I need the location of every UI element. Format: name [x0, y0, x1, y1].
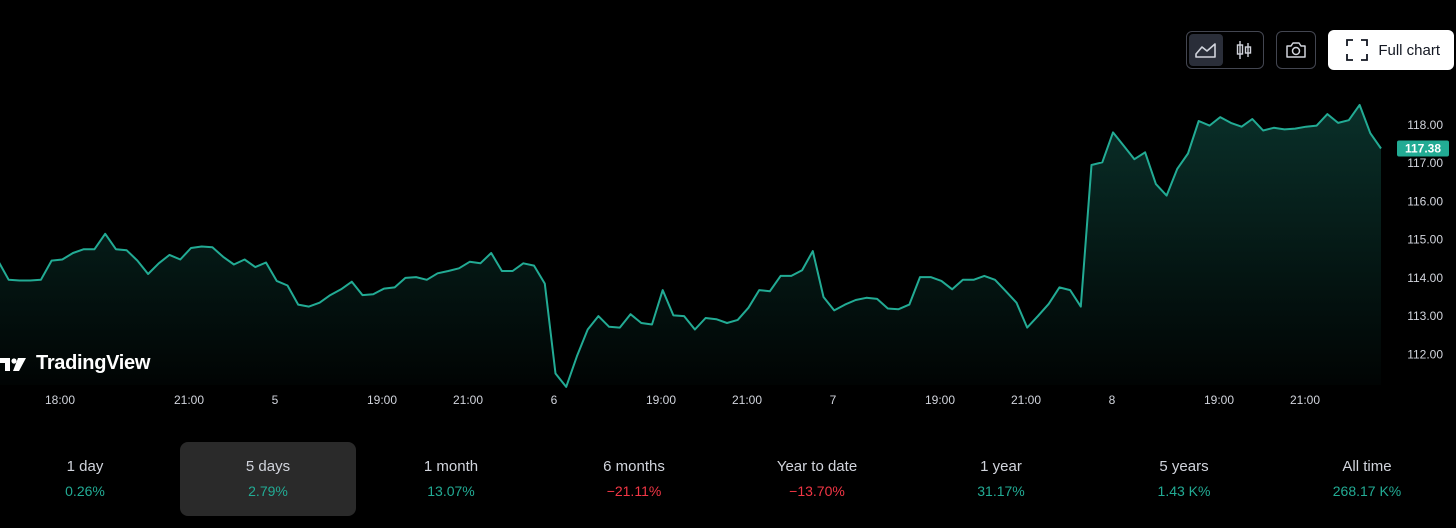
x-tick-label: 21:00: [174, 393, 204, 407]
x-tick-label: 6: [551, 393, 558, 407]
period-change-value: 0.26%: [65, 483, 105, 499]
tradingview-logo-icon: [0, 357, 26, 371]
period-tab[interactable]: 1 day 0.26%: [0, 442, 173, 516]
x-tick-label: 19:00: [1204, 393, 1234, 407]
x-tick-label: 21:00: [1011, 393, 1041, 407]
chart-toolbar: Full chart: [1186, 30, 1454, 70]
period-change-value: −21.11%: [606, 483, 662, 499]
x-tick-label: 19:00: [646, 393, 676, 407]
period-change-value: 268.17 K%: [1332, 483, 1402, 499]
snapshot-button[interactable]: [1276, 31, 1317, 69]
x-tick-label: 21:00: [732, 393, 762, 407]
period-tab[interactable]: 1 year 31.17%: [913, 442, 1089, 516]
full-chart-button[interactable]: Full chart: [1328, 30, 1454, 70]
y-tick-label: 115.00: [1407, 233, 1443, 247]
period-tab[interactable]: Year to date −13.70%: [729, 442, 905, 516]
price-line: [0, 103, 1382, 388]
camera-icon: [1286, 42, 1307, 58]
candlestick-button[interactable]: [1227, 34, 1261, 66]
last-price-label: 117.38: [1405, 142, 1441, 156]
period-change-value: 13.07%: [427, 483, 475, 499]
line-chart-icon: [1195, 43, 1217, 58]
period-change-value: 31.17%: [977, 483, 1025, 499]
x-tick-label: 18:00: [45, 393, 75, 407]
price-chart[interactable]: 118.00 117.00 116.00 115.00 114.00 113.00 112.…: [0, 0, 1456, 440]
chart-style-toggle: [1186, 31, 1265, 69]
last-price-badge: 117.38: [1397, 140, 1449, 157]
y-tick-label: 118.00: [1407, 118, 1443, 132]
x-tick-label: 19:00: [925, 393, 955, 407]
tradingview-logo[interactable]: TradingView: [0, 352, 150, 375]
period-change-value: −13.70%: [789, 483, 845, 499]
candlestick-icon: [1237, 41, 1252, 59]
y-axis: 118.00 117.00 116.00 115.00 114.00 113.00 112.…: [1407, 118, 1443, 362]
period-tab[interactable]: All time 268.17 K%: [1279, 442, 1455, 516]
x-axis: 18:00 21:00 5 19:00 21:00 6 19:00 21:00 7 19:00 21…: [45, 393, 1320, 407]
period-tab[interactable]: 1 month 13.07%: [363, 442, 539, 516]
y-tick-label: 116.00: [1407, 194, 1443, 208]
period-change-value: 1.43 K%: [1157, 483, 1211, 499]
x-tick-label: 7: [830, 393, 837, 407]
period-label: 6 months: [603, 458, 665, 475]
x-tick-label: 5: [272, 393, 279, 407]
x-tick-label: 8: [1109, 393, 1116, 407]
line-chart-button[interactable]: [1189, 34, 1224, 66]
full-chart-label: Full chart: [1378, 41, 1440, 59]
y-tick-label: 117.00: [1407, 156, 1443, 170]
period-label: 1 month: [423, 458, 479, 475]
period-tab[interactable]: 5 years 1.43 K%: [1096, 442, 1272, 516]
logo-text: TradingView: [36, 352, 151, 374]
period-label: Year to date: [776, 458, 858, 475]
price-area-fill: [0, 104, 1381, 387]
x-tick-label: 21:00: [1290, 393, 1320, 407]
period-change-value: 2.79%: [248, 483, 288, 499]
x-tick-label: 19:00: [367, 393, 397, 407]
period-selector: 1 day 0.26% 5 days 2.79% 1 month 13.07% 6 mont…: [0, 442, 1456, 516]
period-label: All time: [1342, 458, 1392, 475]
y-tick-label: 112.00: [1407, 347, 1443, 361]
y-tick-label: 114.00: [1407, 271, 1443, 285]
period-label: 1 day: [66, 458, 104, 475]
x-tick-label: 21:00: [453, 393, 483, 407]
fullscreen-icon: [1346, 39, 1369, 61]
period-label: 5 days: [245, 458, 291, 475]
period-label: 1 year: [980, 458, 1022, 475]
period-label: 5 years: [1159, 458, 1209, 475]
period-tab[interactable]: 6 months −21.11%: [546, 442, 722, 516]
period-tab[interactable]: 5 days 2.79%: [180, 442, 356, 516]
y-tick-label: 113.00: [1407, 309, 1443, 323]
